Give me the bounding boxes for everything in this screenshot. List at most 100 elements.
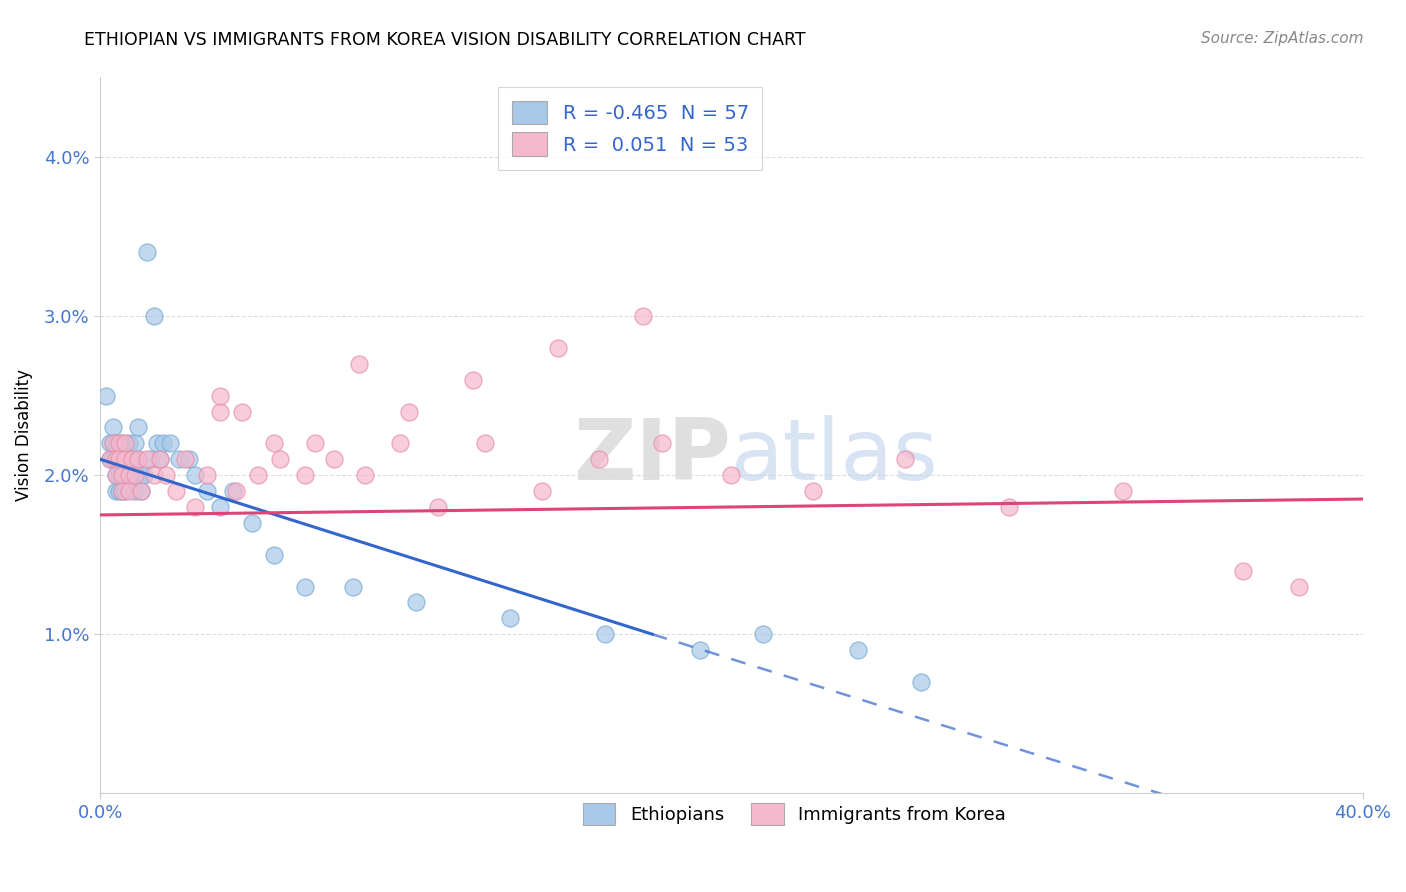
Point <box>209 389 232 403</box>
Point <box>104 468 127 483</box>
Text: atlas: atlas <box>731 416 939 499</box>
Point <box>388 436 411 450</box>
Point <box>139 452 162 467</box>
Point <box>108 484 131 499</box>
Point <box>152 436 174 450</box>
Point <box>631 309 654 323</box>
Point <box>263 436 285 450</box>
Point <box>104 452 127 467</box>
Point <box>1288 580 1310 594</box>
Point <box>342 580 364 594</box>
Point <box>294 580 316 594</box>
Point <box>294 468 316 483</box>
Point <box>129 484 152 499</box>
Point <box>129 468 152 483</box>
Point <box>114 452 136 467</box>
Legend: Ethiopians, Immigrants from Korea: Ethiopians, Immigrants from Korea <box>574 795 1015 834</box>
Point <box>104 468 127 483</box>
Point <box>129 484 152 499</box>
Point <box>894 452 917 467</box>
Point <box>246 468 269 483</box>
Point <box>114 484 136 499</box>
Point <box>269 452 291 467</box>
Point <box>197 484 219 499</box>
Point <box>225 484 247 499</box>
Point <box>117 436 139 450</box>
Point <box>108 452 131 467</box>
Point <box>108 452 131 467</box>
Point <box>499 611 522 625</box>
Point <box>101 452 124 467</box>
Point <box>108 468 131 483</box>
Point <box>593 627 616 641</box>
Point <box>398 404 420 418</box>
Point <box>222 484 245 499</box>
Point <box>304 436 326 450</box>
Point <box>111 484 134 499</box>
Point <box>101 436 124 450</box>
Point <box>651 436 673 450</box>
Point <box>108 436 131 450</box>
Point <box>108 436 131 450</box>
Text: ETHIOPIAN VS IMMIGRANTS FROM KOREA VISION DISABILITY CORRELATION CHART: ETHIOPIAN VS IMMIGRANTS FROM KOREA VISIO… <box>84 31 806 49</box>
Point <box>117 484 139 499</box>
Point <box>240 516 263 530</box>
Point <box>98 436 121 450</box>
Point <box>111 452 134 467</box>
Point <box>121 452 143 467</box>
Point <box>136 452 159 467</box>
Point <box>231 404 253 418</box>
Point <box>474 436 496 450</box>
Point <box>104 436 127 450</box>
Y-axis label: Vision Disability: Vision Disability <box>15 369 32 501</box>
Point <box>117 468 139 483</box>
Point <box>998 500 1021 514</box>
Point <box>98 452 121 467</box>
Point <box>547 341 569 355</box>
Point <box>354 468 377 483</box>
Point <box>142 309 165 323</box>
Point <box>209 404 232 418</box>
Point <box>104 484 127 499</box>
Point <box>461 373 484 387</box>
Point <box>177 452 200 467</box>
Point <box>689 643 711 657</box>
Point <box>1112 484 1135 499</box>
Point <box>165 484 187 499</box>
Point <box>117 468 139 483</box>
Point <box>167 452 190 467</box>
Point <box>111 468 134 483</box>
Point <box>114 436 136 450</box>
Point <box>1232 564 1254 578</box>
Point <box>155 468 177 483</box>
Point <box>98 452 121 467</box>
Point <box>530 484 553 499</box>
Point <box>159 436 181 450</box>
Point <box>127 420 149 434</box>
Point <box>209 500 232 514</box>
Point <box>117 452 139 467</box>
Point <box>149 452 172 467</box>
Point <box>149 452 172 467</box>
Point <box>322 452 344 467</box>
Point <box>127 452 149 467</box>
Point <box>121 468 143 483</box>
Point <box>197 468 219 483</box>
Point <box>803 484 825 499</box>
Point <box>146 436 169 450</box>
Point <box>142 468 165 483</box>
Point <box>174 452 197 467</box>
Point <box>124 468 146 483</box>
Point <box>127 452 149 467</box>
Point <box>124 436 146 450</box>
Point <box>184 500 207 514</box>
Point <box>184 468 207 483</box>
Text: ZIP: ZIP <box>574 416 731 499</box>
Point <box>405 595 427 609</box>
Point <box>752 627 775 641</box>
Point <box>111 468 134 483</box>
Point <box>347 357 370 371</box>
Point <box>121 452 143 467</box>
Point <box>134 468 156 483</box>
Point <box>124 484 146 499</box>
